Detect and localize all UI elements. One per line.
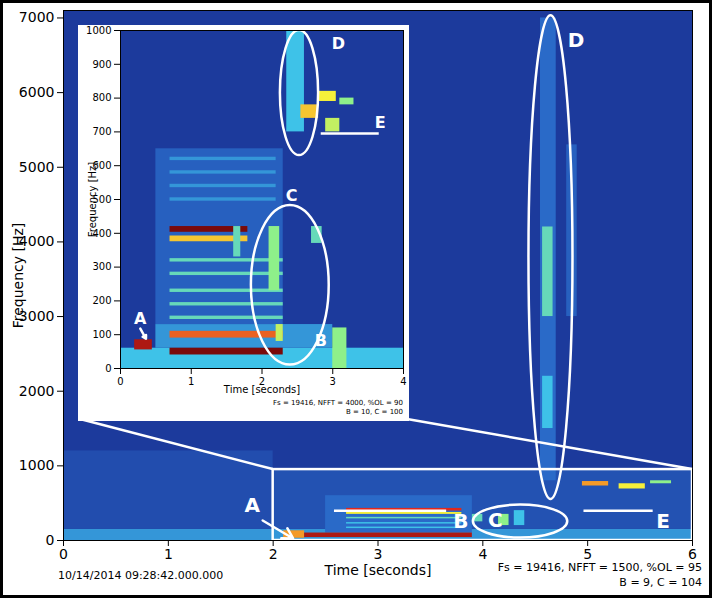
svg-text:3: 3 [374,546,383,562]
svg-text:1000: 1000 [86,25,111,36]
svg-text:E: E [656,509,670,533]
svg-text:7000: 7000 [19,9,55,25]
svg-text:E: E [375,113,386,132]
svg-text:Frequency [Hz]: Frequency [Hz] [87,162,98,238]
svg-text:C: C [488,508,503,532]
svg-text:B: B [453,509,468,533]
svg-text:0: 0 [105,363,111,374]
svg-text:3: 3 [330,376,336,387]
svg-text:D: D [568,28,585,52]
svg-text:1: 1 [164,546,173,562]
svg-text:700: 700 [92,126,111,137]
html-text:10/14/2014 09:28:42.000.000: 10/14/2014 09:28:42.000.000 [58,569,224,582]
html-text:B = 9, C = 104: B = 9, C = 104 [619,576,702,589]
svg-text:Frequency [Hz]: Frequency [Hz] [10,223,26,329]
svg-text:4: 4 [400,376,406,387]
svg-text:A: A [134,309,147,328]
svg-text:6: 6 [688,546,697,562]
svg-text:2: 2 [269,546,278,562]
svg-text:0: 0 [59,546,68,562]
svg-text:5000: 5000 [19,159,55,175]
svg-text:4000: 4000 [18,233,55,250]
svg-text:3000: 3000 [18,308,55,324]
svg-text:Time [seconds]: Time [seconds] [324,562,432,578]
svg-text:2: 2 [258,375,266,387]
svg-text:4: 4 [478,546,487,562]
svg-text:2000: 2000 [19,383,55,399]
svg-text:200: 200 [92,295,111,306]
svg-text:900: 900 [92,59,111,70]
svg-text:600: 600 [92,159,112,171]
svg-text:500: 500 [92,193,112,205]
svg-text:0: 0 [46,532,55,548]
html-text:Fs = 19416, NFFT = 1500, %OL =: Fs = 19416, NFFT = 1500, %OL = 95 [497,561,702,574]
svg-text:5: 5 [583,546,592,562]
svg-text:6000: 6000 [19,84,55,100]
html-text:B = 10, C = 100: B = 10, C = 100 [346,408,403,416]
html-text:Fs = 19416, NFFT = 4000, %OL =: Fs = 19416, NFFT = 4000, %OL = 90 [273,399,403,407]
svg-text:A: A [244,493,260,517]
svg-text:100: 100 [92,329,111,340]
svg-text:800: 800 [92,92,111,103]
svg-text:1000: 1000 [19,457,55,473]
svg-text:C: C [286,186,298,205]
svg-text:300: 300 [92,261,111,272]
svg-text:B: B [315,331,327,350]
svg-text:Time [seconds]: Time [seconds] [223,384,300,395]
svg-text:D: D [332,34,345,53]
svg-text:0: 0 [117,376,123,387]
svg-text:1: 1 [188,376,194,387]
svg-text:400: 400 [92,227,112,239]
